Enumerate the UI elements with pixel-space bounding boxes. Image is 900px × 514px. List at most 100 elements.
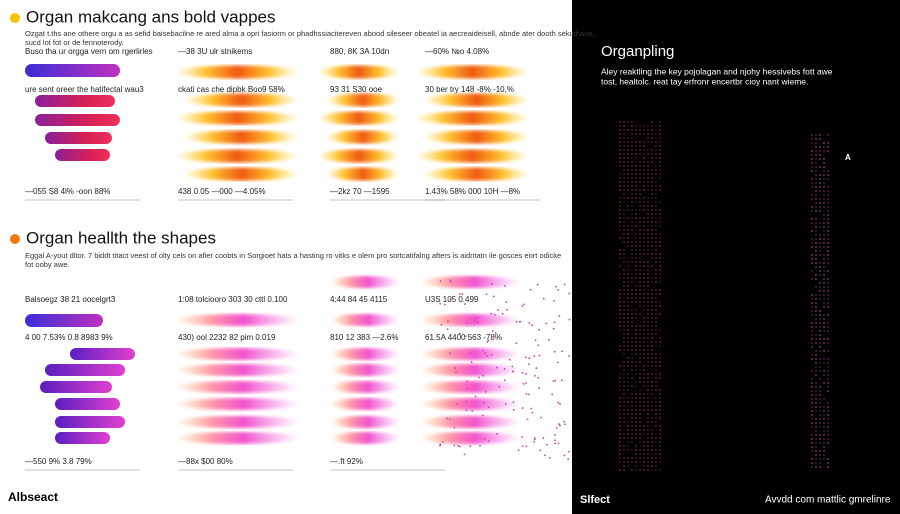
scatter-dot — [487, 406, 490, 409]
scatter-dot — [563, 283, 566, 286]
dot — [627, 445, 629, 447]
dot — [815, 226, 817, 228]
dot — [819, 342, 821, 344]
scatter-dot — [521, 445, 524, 447]
scatter-dot — [503, 379, 506, 382]
dot — [647, 273, 649, 275]
scatter-dot — [552, 380, 555, 383]
dot — [623, 345, 625, 347]
dot — [655, 261, 657, 263]
dot — [827, 238, 829, 240]
dot — [639, 409, 641, 411]
dot — [635, 241, 637, 243]
dot — [823, 234, 825, 236]
dot — [643, 133, 645, 135]
dot — [651, 197, 653, 199]
dot — [655, 297, 657, 299]
dot — [651, 185, 653, 187]
dot — [619, 133, 621, 135]
dot — [811, 178, 813, 180]
dot — [819, 402, 821, 404]
dot — [827, 250, 829, 252]
scatter-dot — [534, 339, 537, 342]
dot — [815, 446, 817, 448]
footer: 1.43% 58% 000 10H —8% — [425, 187, 520, 196]
dot — [823, 358, 825, 360]
dot — [643, 321, 645, 323]
dot — [631, 141, 633, 143]
dot — [827, 190, 829, 192]
dot — [651, 421, 653, 423]
dot — [631, 361, 633, 363]
dot — [823, 214, 825, 216]
dot — [827, 194, 829, 196]
dot — [647, 441, 649, 443]
dot — [815, 206, 817, 208]
dot — [827, 330, 829, 332]
dot — [639, 449, 641, 451]
dot — [647, 229, 649, 231]
dot — [659, 213, 661, 215]
dot — [659, 225, 661, 227]
bar-shape — [25, 314, 103, 327]
dot — [815, 398, 817, 400]
dot — [635, 285, 637, 287]
blur-shape — [318, 149, 400, 163]
scatter-dot — [492, 295, 495, 298]
dot — [651, 129, 653, 131]
dot — [823, 282, 825, 284]
dot — [631, 401, 633, 403]
dot — [819, 310, 821, 312]
dot — [623, 329, 625, 331]
dot — [659, 393, 661, 395]
scatter-dot — [493, 313, 496, 316]
dot — [811, 158, 813, 160]
scatter-dot — [501, 312, 504, 315]
marker-label: A — [845, 153, 851, 162]
dot — [823, 142, 825, 144]
dot — [639, 153, 641, 155]
dot — [647, 349, 649, 351]
dot — [647, 449, 649, 451]
dot — [643, 433, 645, 435]
dot — [651, 381, 653, 383]
dot — [651, 209, 653, 211]
dot — [651, 133, 653, 135]
dot — [627, 157, 629, 159]
scatter-dot — [553, 321, 556, 324]
dot — [635, 317, 637, 319]
dot — [651, 301, 653, 303]
dot — [659, 453, 661, 455]
dot — [635, 409, 637, 411]
dot — [651, 149, 653, 151]
dot — [635, 313, 637, 315]
dot — [631, 121, 633, 123]
dot — [647, 165, 649, 167]
dot — [627, 401, 629, 403]
header: 880, 8K 3A 10dn — [330, 47, 389, 56]
dot — [827, 202, 829, 204]
scatter-dot — [554, 442, 556, 445]
dot — [651, 409, 653, 411]
dot — [815, 210, 817, 212]
dot — [651, 429, 653, 431]
dot — [635, 445, 637, 447]
dot — [623, 469, 625, 471]
dot — [643, 141, 645, 143]
dot — [631, 261, 633, 263]
dot — [643, 277, 645, 279]
dot — [631, 409, 633, 411]
dot — [635, 425, 637, 427]
scatter-dot — [439, 443, 442, 446]
dot — [647, 189, 649, 191]
dot — [811, 326, 813, 328]
dot — [635, 429, 637, 431]
dot — [639, 161, 641, 163]
scatter-dot — [512, 370, 514, 373]
dot — [627, 145, 629, 147]
dot — [659, 257, 661, 259]
dot — [823, 278, 825, 280]
dot — [631, 425, 633, 427]
dot — [815, 246, 817, 248]
dot — [623, 373, 625, 375]
